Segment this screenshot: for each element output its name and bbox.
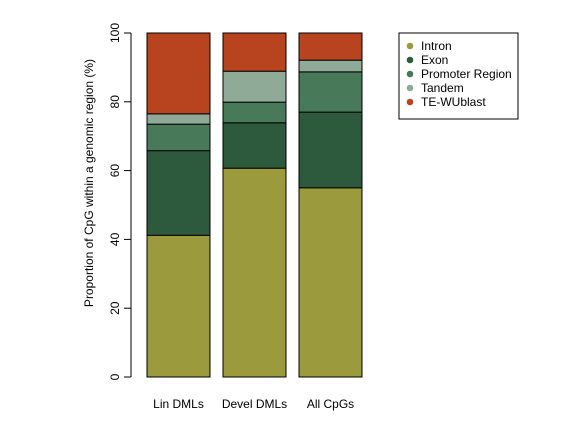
bar-segment-te-wublast [298,32,363,61]
y-tick-label: 100 [108,23,122,43]
legend-label: TE-WUblast [421,95,486,109]
y-tick-label: 20 [108,301,122,315]
legend-marker [406,56,414,64]
y-tick-label: 40 [108,232,122,246]
legend-label: Intron [421,39,452,53]
y-tick-label: 60 [108,164,122,178]
bar-segment-te-wublast [222,32,287,72]
bar-segment-intron [146,234,211,378]
legend-label: Promoter Region [421,67,512,81]
y-tick-label: 80 [108,95,122,109]
legend-label: Tandem [421,81,464,95]
legend-marker [406,84,414,92]
bar-segment-tandem [222,70,287,103]
bar-segment-tandem [146,113,211,125]
legend-box [398,32,519,120]
bar-segment-exon [146,150,211,236]
y-axis-label: Proportion of CpG within a genomic regio… [82,59,96,307]
legend-marker [406,98,414,106]
bar-segment-promoter-region [298,71,363,113]
y-axis: 0 20 40 60 80 100 [108,23,132,380]
bars-group [146,32,363,378]
bar-segment-intron [298,187,363,378]
x-category-label: Devel DMLs [222,397,287,411]
bar-segment-exon [298,111,363,189]
bar-segment-promoter-region [222,101,287,124]
legend-marker [406,42,414,50]
bar-segment-promoter-region [146,123,211,152]
legend-marker [406,70,414,78]
bar-segment-tandem [298,59,363,73]
bar-segment-exon [222,122,287,169]
x-category-label: Lin DMLs [153,397,204,411]
x-axis-labels: Lin DMLs Devel DMLs All CpGs [153,397,354,411]
bar-segment-intron [222,167,287,378]
y-tick-label: 0 [108,373,122,380]
x-category-label: All CpGs [307,397,354,411]
legend-label: Exon [421,53,448,67]
bar-segment-te-wublast [146,32,211,115]
